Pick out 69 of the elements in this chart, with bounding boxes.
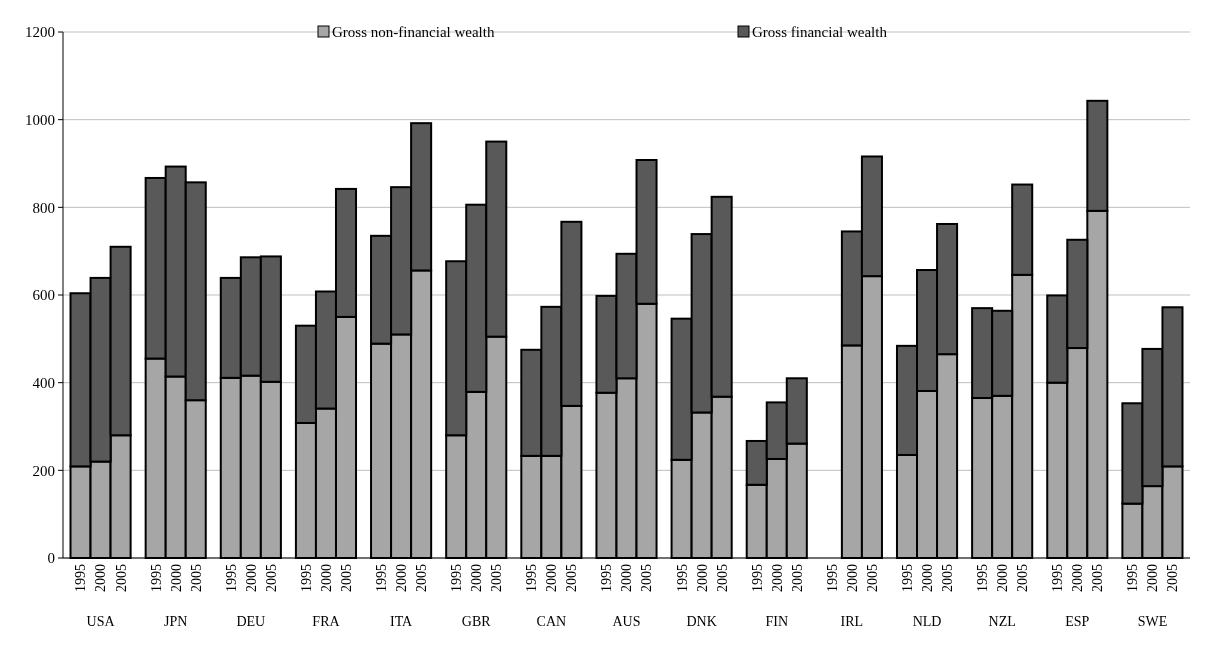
x-tick-label: 1995 [674,564,690,592]
x-tick-label: 1995 [899,564,915,592]
x-tick-label: 1995 [524,564,540,592]
text: IRL [840,614,864,629]
x-tick-label: 1995 [749,564,765,592]
x-tick-label: 2000 [619,564,635,592]
y-tick-label: 800 [32,199,55,216]
x-tick-label: 2005 [263,564,279,592]
x-tick-label: 2000 [769,564,785,592]
x-tick-label: 1995 [975,564,991,592]
text: USA [86,614,116,629]
x-tick-label: 2005 [789,564,805,592]
x-tick-label: 2000 [243,564,259,592]
text: NZL [988,614,1016,629]
legend-label: Gross financial wealth [752,24,888,41]
text: CAN [536,614,567,629]
x-tick-label: 2000 [919,564,935,592]
x-tick-label: 2005 [1015,564,1031,592]
text: DNK [686,614,717,629]
x-tick-label: 2005 [1090,564,1106,592]
x-tick-label: 2005 [1165,564,1181,592]
y-tick-label: 200 [32,462,55,479]
text: NLD [912,614,942,629]
text: FRA [312,614,341,629]
x-tick-label: 2000 [1145,564,1161,592]
x-tick-label: 1995 [373,564,389,592]
y-tick-label: 0 [47,550,55,567]
x-tick-label: 2000 [995,564,1011,592]
x-tick-label: 2005 [113,564,129,592]
text: GBR [461,614,492,629]
text: DEU [236,614,266,629]
x-tick-label: 1995 [1050,564,1066,592]
x-tick-label: 2000 [469,564,485,592]
x-tick-label: 1995 [449,564,465,592]
x-tick-label: 2005 [714,564,730,592]
text: JPN [164,614,188,629]
x-tick-label: 2000 [844,564,860,592]
text: AUS [612,614,641,629]
y-tick-label: 600 [32,287,55,304]
x-tick-label: 2000 [318,564,334,592]
x-tick-label: 2005 [939,564,955,592]
x-tick-label: 1995 [223,564,239,592]
x-tick-label: 2000 [168,564,184,592]
legend-label: Gross non-financial wealth [332,24,495,41]
x-tick-label: 2000 [694,564,710,592]
text: SWE [1137,614,1168,629]
x-tick-label: 2005 [864,564,880,592]
x-tick-label: 1995 [599,564,615,592]
x-tick-label: 2005 [564,564,580,592]
text: ITA [390,614,414,629]
x-tick-label: 1995 [298,564,314,592]
x-tick-label: 2005 [489,564,505,592]
text: ESP [1065,614,1090,629]
x-tick-label: 2005 [338,564,354,592]
x-tick-label: 2000 [93,564,109,592]
y-tick-label: 400 [32,374,55,391]
x-tick-label: 2000 [1070,564,1086,592]
x-tick-label: 2005 [414,564,430,592]
y-tick-label: 1000 [25,111,55,128]
x-tick-label: 1995 [73,564,89,592]
x-tick-label: 2000 [544,564,560,592]
x-tick-label: 2005 [188,564,204,592]
x-tick-label: 1995 [824,564,840,592]
text: FIN [765,614,789,629]
x-tick-label: 2005 [639,564,655,592]
x-tick-label: 1995 [148,564,164,592]
y-tick-label: 1200 [25,24,55,41]
x-tick-label: 1995 [1125,564,1141,592]
x-tick-label: 2000 [394,564,409,592]
